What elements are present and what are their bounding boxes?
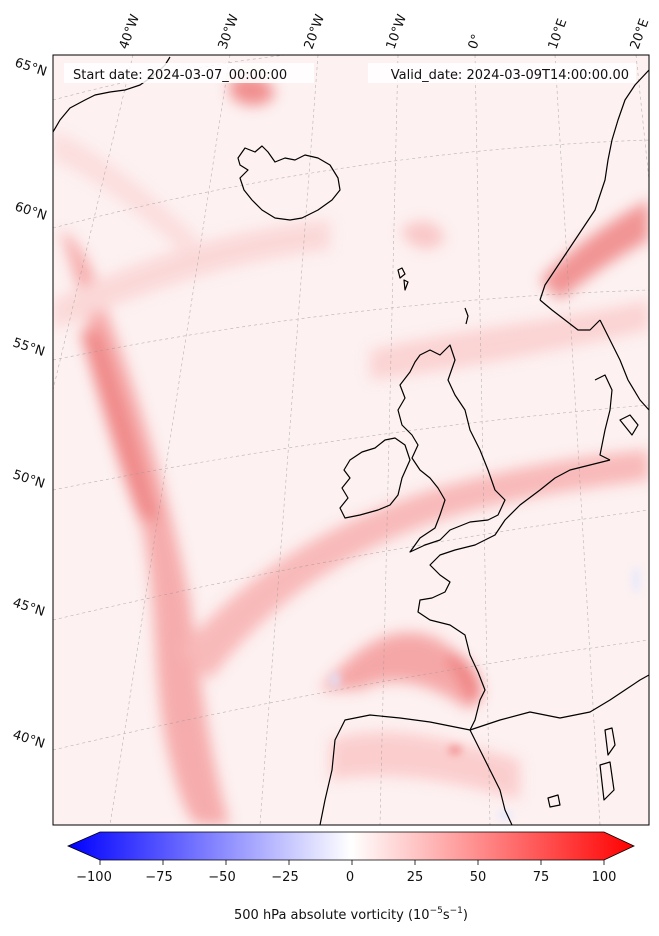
coastlines <box>53 56 649 825</box>
map-background <box>53 55 649 825</box>
cb-tick-label: −25 <box>271 870 298 885</box>
longitude-labels: 40°W 30°W 20°W 10°W 0° 10°E 20°E <box>117 12 653 51</box>
cb-tick-label: 50 <box>470 870 487 885</box>
colorbar-ticks <box>99 860 605 865</box>
cb-tick-label: 0 <box>346 870 354 885</box>
colorbar-label: 500 hPa absolute vorticity (10−5s−1) <box>234 906 468 923</box>
lat-label-65n: 65°N <box>13 56 49 80</box>
graticule <box>53 55 649 825</box>
lon-label-40w: 40°W <box>117 12 143 51</box>
map-panel <box>53 55 649 825</box>
cb-tick-label: 100 <box>592 870 617 885</box>
lon-label-10e: 10°E <box>546 17 571 52</box>
lat-label-50n: 50°N <box>11 468 47 492</box>
lat-label-40n: 40°N <box>11 728 47 752</box>
lat-label-60n: 60°N <box>13 200 49 224</box>
colorbar-tick-labels: −100 −75 −50 −25 0 25 50 75 100 <box>76 870 616 885</box>
lon-label-30w: 30°W <box>216 12 242 51</box>
start-date-label: Start date: 2024-03-07_00:00:00 <box>73 68 287 83</box>
map-frame <box>52 54 650 826</box>
colorbar-body <box>67 831 635 861</box>
lon-label-10w: 10°W <box>384 12 410 51</box>
cb-tick-label: −75 <box>145 870 172 885</box>
colorbar: −100 −75 −50 −25 0 25 50 75 100 500 hPa … <box>67 831 635 923</box>
valid-date-label: Valid_date: 2024-03-09T14:00:00.00 <box>391 68 629 83</box>
lon-label-0: 0° <box>466 32 485 51</box>
cb-tick-label: 25 <box>407 870 424 885</box>
lat-label-55n: 55°N <box>11 336 47 360</box>
vorticity-field <box>53 75 649 825</box>
latitude-labels: 65°N 60°N 55°N 50°N 45°N 40°N <box>11 56 49 752</box>
cb-tick-label: −100 <box>76 870 112 885</box>
lon-label-20e: 20°E <box>628 17 653 52</box>
lon-label-20w: 20°W <box>302 12 328 51</box>
cb-tick-label: 75 <box>533 870 550 885</box>
cb-tick-label: −50 <box>208 870 235 885</box>
lat-label-45n: 45°N <box>11 596 47 620</box>
